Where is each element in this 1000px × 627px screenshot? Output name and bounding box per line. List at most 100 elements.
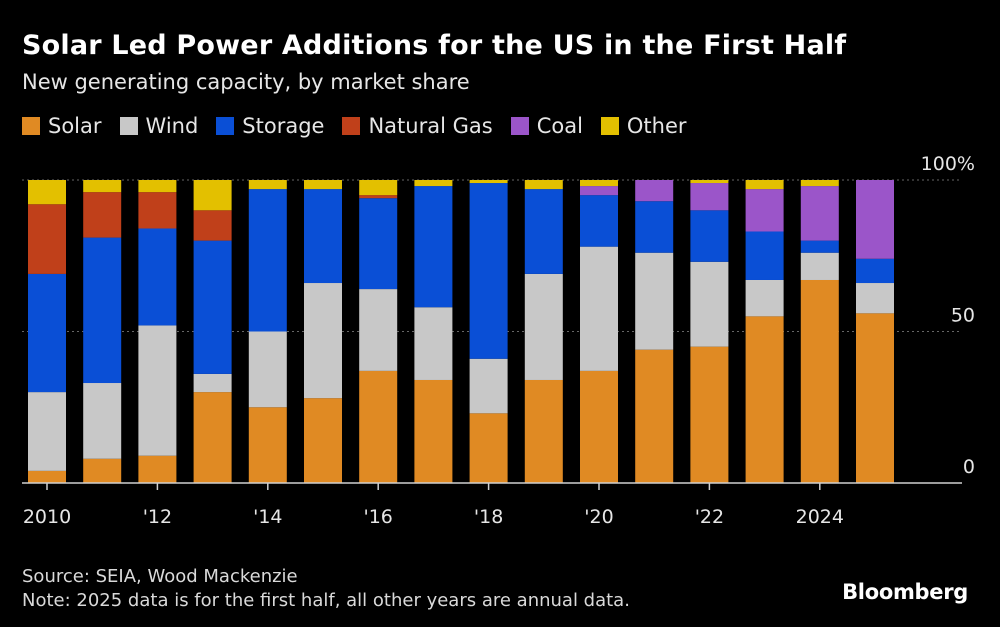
legend-label-other: Other (626, 114, 687, 138)
bar-2021-solar (635, 349, 674, 483)
x-tick-label-6: '16 (363, 506, 392, 528)
bloomberg-logo: Bloomberg (842, 580, 968, 604)
x-tick-label-8: '18 (474, 506, 503, 528)
bar-2020-coal (580, 186, 618, 196)
bar-2025-storage (856, 258, 894, 284)
legend-label-solar: Solar (48, 114, 102, 138)
x-tick-label-2: '12 (143, 506, 172, 528)
legend-swatch-wind (119, 117, 138, 135)
legend-item-other: Other (600, 114, 687, 138)
bar-2024-other (800, 180, 839, 187)
bar-2022-coal (690, 183, 729, 211)
bar-2012-natural-gas (138, 192, 177, 229)
bar-2012-other (138, 180, 177, 193)
bar-2013-storage (193, 240, 232, 374)
legend-swatch-solar (22, 117, 40, 135)
bar-2020-wind (580, 246, 618, 371)
bar-2025-coal (856, 180, 894, 259)
bar-2011-storage (83, 237, 122, 384)
bar-2022-storage (690, 210, 729, 262)
bar-2020-storage (580, 195, 618, 247)
legend-label-natural-gas: Natural Gas (368, 114, 493, 138)
bar-2018-storage (469, 183, 508, 359)
bar-2019-wind (524, 273, 563, 380)
bar-2010-storage (28, 273, 66, 393)
footnotes: Source: SEIA, Wood Mackenzie Note: 2025 … (22, 565, 630, 613)
bar-2017-other (414, 180, 453, 187)
bar-2013-wind (193, 373, 232, 393)
legend-label-coal: Coal (536, 114, 583, 138)
x-tick-label-10: '20 (584, 506, 613, 528)
legend-item-solar: Solar (22, 114, 102, 138)
x-tick-label-4: '14 (253, 506, 282, 528)
bar-2011-wind (83, 383, 122, 459)
x-tick-label-14: 2024 (796, 506, 844, 528)
bar-2010-wind (28, 392, 66, 471)
bar-2015-wind (304, 283, 342, 399)
bar-2012-solar (138, 455, 177, 483)
bar-2017-wind (414, 307, 453, 380)
bar-2024-solar (800, 279, 839, 483)
bar-2011-other (83, 180, 122, 193)
bar-2017-solar (414, 379, 453, 483)
bar-2025-solar (856, 313, 894, 483)
chart-subtitle: New generating capacity, by market share (22, 70, 470, 94)
stacked-bar-chart: 2010 '12 '14 '16 '18 '20 '22 2024 0 50 100% (22, 153, 975, 528)
chart-title: Solar Led Power Additions for the US in … (22, 30, 847, 61)
bar-2022-wind (690, 261, 729, 347)
bar-2022-other (690, 180, 729, 184)
bar-2019-storage (524, 189, 563, 274)
bar-2021-storage (635, 201, 674, 253)
bar-2017-storage (414, 186, 453, 308)
bar-2016-storage (359, 198, 398, 290)
bar-2013-solar (193, 392, 232, 483)
bar-2018-other (469, 180, 508, 184)
bar-2010-natural-gas (28, 204, 66, 274)
data-note: Note: 2025 data is for the first half, a… (22, 590, 630, 611)
bar-2015-solar (304, 398, 342, 483)
bar-2025-wind (856, 283, 894, 314)
bar-2019-solar (524, 379, 563, 483)
bar-2021-coal (635, 180, 674, 202)
bar-2023-other (745, 180, 784, 190)
bar-2014-solar (248, 407, 287, 483)
legend-swatch-other (600, 117, 619, 135)
bar-2020-other (580, 180, 618, 187)
bar-2015-storage (304, 189, 342, 284)
bar-2010-other (28, 180, 66, 205)
bar-2019-other (524, 180, 563, 190)
bar-2024-coal (800, 186, 839, 241)
legend-swatch-natural-gas (342, 117, 361, 135)
y-tick-label-2: 100% (921, 153, 975, 175)
bar-2011-solar (83, 458, 122, 483)
bar-2022-solar (690, 346, 729, 483)
bar-2013-other (193, 180, 232, 211)
y-tick-label-0: 0 (963, 456, 975, 478)
bar-2014-other (248, 180, 287, 190)
legend-label-storage: Storage (242, 114, 325, 138)
y-tick-label-1: 50 (951, 305, 975, 327)
bar-2023-wind (745, 279, 784, 317)
bar-2016-solar (359, 370, 398, 483)
bar-2014-storage (248, 189, 287, 332)
bar-2012-storage (138, 228, 177, 326)
bar-2023-solar (745, 316, 784, 483)
bar-2016-natural-gas (359, 195, 398, 199)
x-tick-label-0: 2010 (23, 506, 71, 528)
bar-2021-wind (635, 252, 674, 350)
bar-2013-natural-gas (193, 210, 232, 241)
bar-2018-wind (469, 358, 508, 414)
bar-2010-solar (28, 470, 66, 483)
bar-2024-storage (800, 240, 839, 253)
source-note: Source: SEIA, Wood Mackenzie (22, 566, 298, 587)
bar-2023-coal (745, 189, 784, 232)
bar-2016-wind (359, 289, 398, 371)
bar-2015-other (304, 180, 342, 190)
bar-2011-natural-gas (83, 192, 122, 238)
bar-2024-wind (800, 252, 839, 280)
legend-swatch-storage (216, 117, 235, 135)
legend-item-storage: Storage (216, 114, 324, 138)
bar-2023-storage (745, 231, 784, 280)
legend-item-natural-gas: Natural Gas (342, 114, 493, 138)
legend: Solar Wind Storage Natural Gas Coal Othe… (22, 114, 705, 138)
